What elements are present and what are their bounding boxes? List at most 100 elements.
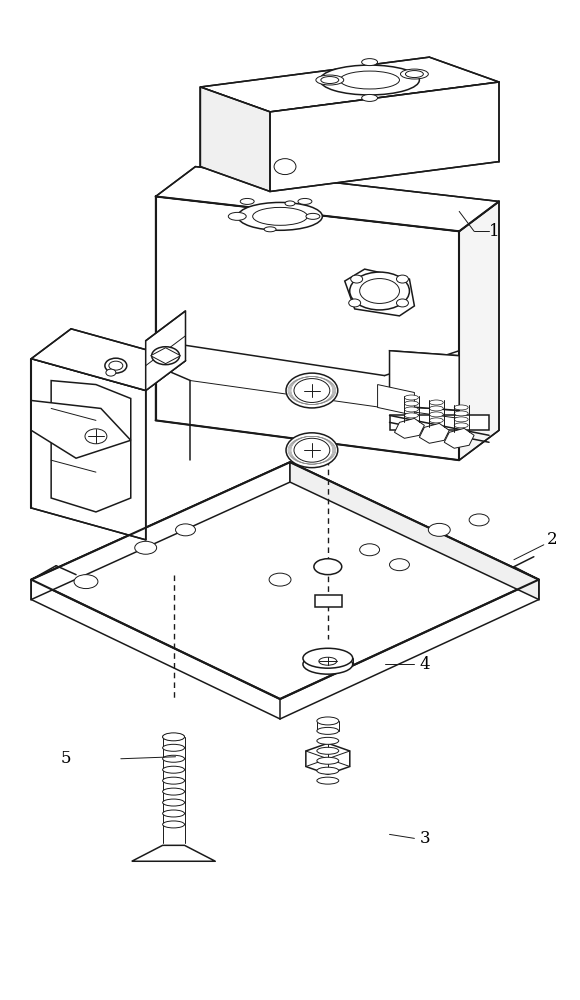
Polygon shape (31, 329, 186, 391)
Ellipse shape (429, 412, 443, 417)
Ellipse shape (404, 395, 418, 400)
Ellipse shape (454, 423, 468, 428)
Ellipse shape (397, 275, 408, 283)
Ellipse shape (303, 654, 353, 674)
Ellipse shape (294, 438, 330, 462)
Ellipse shape (390, 559, 409, 571)
Ellipse shape (404, 401, 418, 406)
Polygon shape (345, 269, 414, 316)
Ellipse shape (298, 198, 312, 204)
Ellipse shape (317, 747, 339, 754)
Polygon shape (394, 418, 425, 438)
Ellipse shape (429, 418, 443, 423)
Text: 1: 1 (489, 223, 499, 240)
Polygon shape (315, 595, 342, 607)
Ellipse shape (162, 799, 184, 806)
Ellipse shape (317, 777, 339, 784)
Ellipse shape (162, 810, 184, 817)
Ellipse shape (274, 159, 296, 175)
Polygon shape (201, 57, 499, 112)
Ellipse shape (317, 757, 339, 764)
Polygon shape (31, 462, 539, 699)
Ellipse shape (317, 737, 339, 744)
Ellipse shape (400, 69, 429, 79)
Polygon shape (201, 87, 270, 191)
Polygon shape (31, 462, 290, 600)
Bar (390, 415, 489, 430)
Ellipse shape (269, 573, 291, 586)
Polygon shape (290, 462, 539, 600)
Ellipse shape (350, 272, 409, 310)
Ellipse shape (240, 198, 254, 204)
Ellipse shape (162, 821, 184, 828)
Polygon shape (146, 311, 186, 391)
Ellipse shape (264, 227, 276, 232)
Ellipse shape (351, 275, 362, 283)
Ellipse shape (360, 544, 379, 556)
Ellipse shape (320, 65, 419, 95)
Ellipse shape (135, 541, 157, 554)
Ellipse shape (362, 59, 378, 66)
Ellipse shape (397, 299, 408, 307)
Polygon shape (270, 82, 499, 191)
Ellipse shape (162, 733, 184, 741)
Ellipse shape (319, 657, 337, 665)
Ellipse shape (286, 433, 338, 468)
Ellipse shape (429, 406, 443, 411)
Ellipse shape (162, 777, 184, 784)
Ellipse shape (162, 766, 184, 773)
Polygon shape (155, 196, 459, 460)
Ellipse shape (362, 94, 378, 101)
Text: 5: 5 (61, 750, 71, 767)
Ellipse shape (294, 379, 330, 402)
Polygon shape (378, 385, 414, 415)
Ellipse shape (238, 202, 322, 230)
Ellipse shape (105, 358, 127, 373)
Polygon shape (390, 351, 459, 410)
Ellipse shape (469, 514, 489, 526)
Ellipse shape (317, 767, 339, 774)
Ellipse shape (286, 373, 338, 408)
Ellipse shape (151, 347, 180, 365)
Ellipse shape (454, 411, 468, 416)
Ellipse shape (404, 413, 418, 418)
Ellipse shape (404, 407, 418, 412)
Ellipse shape (340, 71, 400, 89)
Ellipse shape (176, 524, 195, 536)
Polygon shape (51, 381, 130, 512)
Ellipse shape (316, 75, 344, 85)
Ellipse shape (349, 299, 361, 307)
Polygon shape (459, 201, 499, 460)
Text: 2: 2 (547, 531, 557, 548)
Polygon shape (155, 167, 499, 231)
Ellipse shape (285, 201, 295, 206)
Ellipse shape (303, 648, 353, 668)
Ellipse shape (429, 523, 450, 536)
Ellipse shape (162, 744, 184, 751)
Ellipse shape (162, 788, 184, 795)
Text: 4: 4 (419, 656, 430, 673)
Ellipse shape (321, 77, 339, 84)
Ellipse shape (429, 400, 443, 405)
Polygon shape (151, 348, 180, 364)
Ellipse shape (360, 279, 400, 303)
Ellipse shape (454, 417, 468, 422)
Ellipse shape (317, 717, 339, 725)
Ellipse shape (229, 212, 246, 220)
Ellipse shape (109, 361, 123, 370)
Ellipse shape (106, 369, 116, 376)
Ellipse shape (306, 213, 320, 219)
Polygon shape (132, 845, 215, 861)
Ellipse shape (74, 575, 98, 589)
Polygon shape (31, 400, 130, 458)
Ellipse shape (405, 71, 423, 78)
Ellipse shape (454, 405, 468, 410)
Ellipse shape (317, 727, 339, 734)
Ellipse shape (85, 429, 107, 444)
Polygon shape (306, 743, 350, 774)
Polygon shape (31, 359, 146, 540)
Ellipse shape (253, 207, 307, 225)
Ellipse shape (162, 733, 184, 740)
Ellipse shape (162, 755, 184, 762)
Ellipse shape (314, 559, 342, 575)
